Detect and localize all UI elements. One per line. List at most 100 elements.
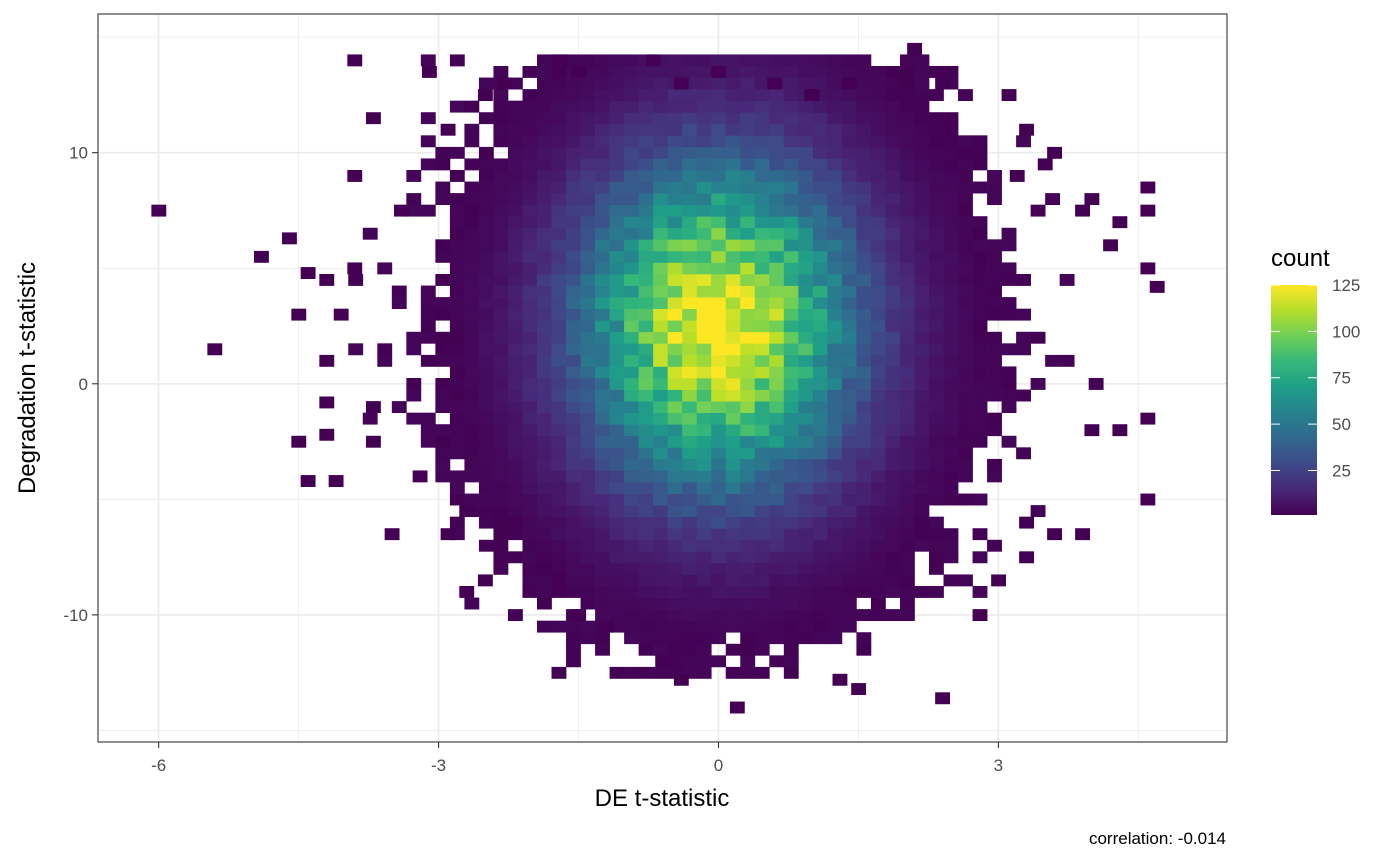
heatmap-bin <box>1019 551 1034 564</box>
heatmap-bin <box>929 539 944 552</box>
heatmap-bin <box>899 170 915 182</box>
heatmap-bin <box>609 274 625 286</box>
heatmap-bin <box>522 274 538 286</box>
heatmap-bin <box>609 435 625 448</box>
heatmap-bin <box>972 366 988 379</box>
heatmap-bin <box>478 435 494 448</box>
heatmap-bin <box>841 562 857 575</box>
heatmap-bin <box>798 146 814 159</box>
heatmap-bin <box>566 516 581 529</box>
heatmap-bin <box>580 100 596 113</box>
heatmap-bin <box>841 285 857 298</box>
heatmap-bin <box>783 620 799 633</box>
heatmap-bin <box>769 424 785 437</box>
heatmap-bin <box>1001 239 1017 252</box>
heatmap-bin <box>449 54 465 67</box>
heatmap-bin <box>580 181 596 194</box>
heatmap-bin <box>812 54 828 67</box>
heatmap-bin <box>449 389 465 402</box>
heatmap-bin <box>725 204 741 217</box>
heatmap-bin <box>393 204 409 217</box>
heatmap-bin <box>624 100 639 113</box>
heatmap-bin <box>638 620 654 633</box>
heatmap-bin <box>841 308 857 321</box>
heatmap-bin <box>464 378 480 390</box>
heatmap-bin <box>537 458 552 471</box>
heatmap-bin <box>595 285 610 298</box>
heatmap-bin <box>754 424 770 437</box>
heatmap-bin <box>595 239 610 252</box>
heatmap-bin <box>740 354 756 367</box>
heatmap-bin <box>507 123 523 136</box>
heatmap-bin <box>365 112 381 125</box>
heatmap-bin <box>856 412 872 425</box>
heatmap-bin <box>478 458 494 471</box>
heatmap-bin <box>696 574 712 587</box>
heatmap-bin <box>769 458 785 471</box>
heatmap-bin <box>682 482 698 494</box>
heatmap-bin <box>769 620 785 633</box>
heatmap-bin <box>856 123 872 136</box>
heatmap-bin <box>711 181 727 194</box>
heatmap-bin <box>507 412 523 425</box>
heatmap-bin <box>653 250 669 263</box>
heatmap-bin <box>478 505 494 518</box>
heatmap-bin <box>551 216 567 229</box>
heatmap-bin <box>478 389 494 402</box>
heatmap-bin <box>740 632 756 645</box>
heatmap-bin <box>798 493 814 506</box>
heatmap-bin <box>783 516 799 529</box>
heatmap-bin <box>1001 343 1017 356</box>
heatmap-bin <box>638 412 654 425</box>
heatmap-bin <box>827 331 843 344</box>
heatmap-bin <box>624 146 639 159</box>
heatmap-bin <box>464 135 480 148</box>
heatmap-bin <box>1001 378 1017 390</box>
heatmap-bin <box>478 170 494 182</box>
heatmap-bin <box>827 274 843 286</box>
heatmap-bin <box>682 424 698 437</box>
heatmap-bin <box>812 366 828 379</box>
heatmap-bin <box>740 516 756 529</box>
heatmap-bin <box>449 354 465 367</box>
heatmap-bin <box>711 493 727 506</box>
heatmap-bin <box>929 412 944 425</box>
heatmap-bin <box>856 424 872 437</box>
heatmap-bin <box>943 146 959 159</box>
heatmap-bin <box>899 181 915 194</box>
heatmap-bin <box>406 412 422 425</box>
heatmap-bin <box>551 378 567 390</box>
heatmap-bin <box>507 378 523 390</box>
heatmap-bin <box>696 620 712 633</box>
heatmap-bin <box>696 274 712 286</box>
heatmap-bin <box>740 135 756 148</box>
heatmap-bin <box>653 574 669 587</box>
heatmap-bin <box>870 482 886 494</box>
heatmap-bin <box>522 285 538 298</box>
heatmap-bin <box>769 204 785 217</box>
heatmap-bin <box>624 297 639 310</box>
heatmap-bin <box>856 308 872 321</box>
heatmap-bin <box>435 389 451 402</box>
heatmap-bin <box>435 193 451 206</box>
heatmap-bin <box>667 193 683 206</box>
heatmap-bin <box>566 227 581 240</box>
heatmap-bin <box>769 331 785 344</box>
heatmap-bin <box>725 274 741 286</box>
heatmap-bin <box>870 331 886 344</box>
heatmap-bin <box>551 586 567 598</box>
heatmap-bin <box>522 562 538 575</box>
heatmap-bin <box>987 250 1002 263</box>
heatmap-bin <box>711 54 727 67</box>
heatmap-bin <box>769 354 785 367</box>
heatmap-bin <box>595 632 610 645</box>
heatmap-bin <box>929 135 944 148</box>
heatmap-bin <box>783 285 799 298</box>
heatmap-bin <box>507 170 523 182</box>
heatmap-bin <box>870 181 886 194</box>
heatmap-bin <box>740 331 756 344</box>
heatmap-bin <box>929 586 944 598</box>
heatmap-bin <box>537 77 552 90</box>
heatmap-bin <box>667 320 683 333</box>
heatmap-bin <box>827 89 843 102</box>
